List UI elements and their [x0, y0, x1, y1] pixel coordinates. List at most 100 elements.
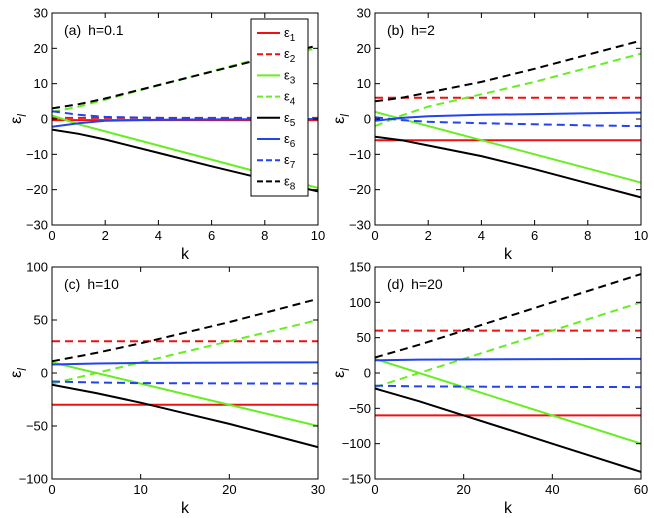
y-tick-label: 0 — [41, 366, 48, 381]
y-tick-label: −30 — [26, 218, 48, 233]
panel-title: (c) h=10 — [64, 276, 119, 292]
legend-label-e5: ε5 — [284, 110, 296, 129]
x-axis-label: k — [504, 500, 513, 517]
series-group — [52, 297, 318, 449]
legend-label-e3: ε3 — [284, 67, 296, 86]
legend-label-e2: ε2 — [284, 46, 296, 65]
x-tick-label: 4 — [478, 228, 485, 243]
y-tick-label: 30 — [357, 6, 371, 21]
panel-parameter: h=2 — [411, 22, 435, 38]
y-tick-label: 10 — [357, 76, 371, 91]
series-line-e7 — [375, 384, 641, 389]
legend-label-e4: ε4 — [284, 89, 296, 108]
legend-label-e1: ε1 — [284, 25, 296, 44]
x-tick-label: 8 — [584, 228, 591, 243]
panel-label: (d) — [387, 276, 404, 292]
y-tick-label: −10 — [26, 147, 48, 162]
legend-subscript: 7 — [290, 160, 296, 171]
series-line-e5 — [375, 135, 641, 199]
panel-b: 0 2 4 6 8 10 −30 −20 −10 0 10 20 30 k εl (b) h=2 — [331, 6, 648, 264]
y-axis-subscript: l — [338, 368, 352, 371]
plot-area — [375, 13, 641, 225]
legend-subscript: 4 — [290, 97, 296, 108]
legend-subscript: 2 — [290, 54, 296, 65]
y-tick-label: −100 — [19, 472, 48, 487]
legend-symbol: ε — [284, 173, 290, 188]
x-tick-label: 0 — [48, 228, 55, 243]
legend-symbol: ε — [284, 89, 290, 104]
series-line-e6 — [375, 357, 641, 362]
x-tick-label: 2 — [425, 228, 432, 243]
panel-c: 0 10 20 30 −100 −50 0 50 100 k εl (c) h=10 — [8, 260, 325, 518]
panel-label: (b) — [387, 22, 404, 38]
legend-symbol: ε — [284, 46, 290, 61]
y-tick-label: 0 — [364, 366, 371, 381]
y-tick-label: 100 — [349, 295, 371, 310]
y-tick-label: 150 — [349, 260, 371, 275]
plot-area — [52, 267, 318, 479]
y-axis-symbol: ε — [331, 371, 348, 378]
panel-label: (c) — [64, 276, 80, 292]
series-line-e5 — [375, 387, 641, 473]
y-axis-label: εl — [8, 368, 29, 378]
y-tick-label: 20 — [34, 41, 48, 56]
x-tick-label: 6 — [531, 228, 538, 243]
x-axis-label: k — [504, 246, 513, 263]
y-tick-label: −10 — [349, 147, 371, 162]
series-line-e8 — [375, 39, 641, 103]
panel-title: (d) h=20 — [387, 276, 443, 292]
panel-parameter: h=0.1 — [88, 22, 124, 38]
x-tick-label: 10 — [133, 482, 147, 497]
legend-symbol: ε — [284, 152, 290, 167]
x-tick-label: 60 — [634, 482, 648, 497]
y-axis-subscript: l — [15, 368, 29, 371]
series-line-e5 — [52, 383, 318, 449]
x-tick-label: 6 — [208, 228, 215, 243]
y-tick-label: 100 — [26, 260, 48, 275]
y-axis-symbol: ε — [8, 117, 25, 124]
y-tick-label: −30 — [349, 218, 371, 233]
legend-subscript: 5 — [290, 118, 296, 129]
y-tick-label: −50 — [26, 419, 48, 434]
panel-parameter: h=10 — [87, 276, 119, 292]
x-tick-label: 4 — [155, 228, 162, 243]
legend-label-e7: ε7 — [284, 152, 296, 171]
legend-symbol: ε — [284, 131, 290, 146]
x-axis-label: k — [181, 500, 190, 517]
legend-subscript: 3 — [290, 75, 296, 86]
y-tick-label: 50 — [357, 330, 371, 345]
legend-subscript: 8 — [290, 181, 296, 192]
y-tick-label: −100 — [342, 436, 371, 451]
y-tick-label: −50 — [349, 401, 371, 416]
series-line-e7 — [52, 380, 318, 385]
legend-label-e8: ε8 — [284, 173, 296, 192]
series-line-e4 — [375, 52, 641, 128]
panel-label: (a) — [64, 22, 81, 38]
legend-subscript: 1 — [290, 33, 296, 44]
x-tick-label: 10 — [634, 228, 648, 243]
legend-symbol: ε — [284, 67, 290, 82]
panel-title: (a) h=0.1 — [64, 22, 124, 38]
x-tick-label: 2 — [102, 228, 109, 243]
y-tick-label: 50 — [34, 313, 48, 328]
x-tick-label: 0 — [48, 482, 55, 497]
y-tick-label: 0 — [41, 112, 48, 127]
legend-label-e6: ε6 — [284, 131, 296, 150]
y-tick-label: −20 — [26, 182, 48, 197]
panel-parameter: h=20 — [411, 276, 443, 292]
legend-subscript: 6 — [290, 139, 296, 150]
plot-area — [375, 267, 641, 479]
x-tick-label: 20 — [222, 482, 236, 497]
y-axis-symbol: ε — [8, 371, 25, 378]
series-line-e4 — [52, 319, 318, 385]
series-line-e3 — [375, 110, 641, 184]
y-tick-label: −150 — [342, 472, 371, 487]
panel-d: 0 20 40 60 −150 −100 −50 0 50 100 150 k εl (d) h=20 — [331, 260, 648, 518]
x-tick-label: 8 — [261, 228, 268, 243]
x-tick-label: 30 — [311, 482, 325, 497]
x-tick-label: 10 — [311, 228, 325, 243]
x-tick-label: 0 — [371, 228, 378, 243]
